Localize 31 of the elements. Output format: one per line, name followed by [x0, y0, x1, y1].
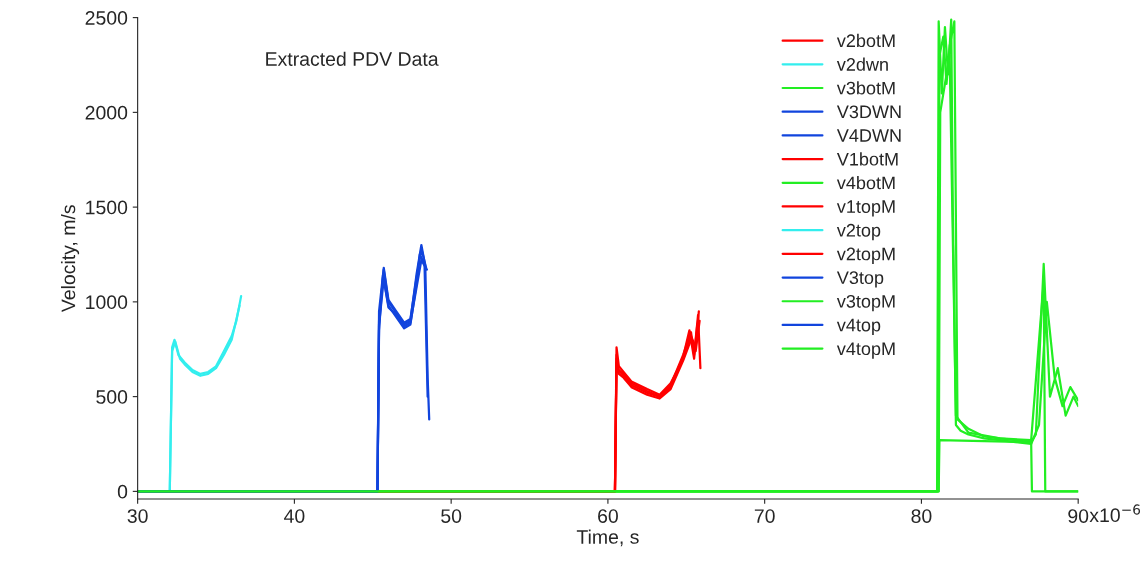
- x-tick-label: 90: [1068, 509, 1089, 523]
- legend-label: V3DWN: [836, 105, 901, 119]
- x-tick-label: 30: [127, 509, 148, 523]
- legend-label: V4DWN: [836, 129, 901, 142]
- y-tick-label: 1500: [86, 200, 128, 215]
- x-tick-label: 60: [598, 509, 618, 523]
- x-axis-title: Time, s: [576, 529, 639, 547]
- y-tick-label: 0: [117, 484, 128, 499]
- legend-label: v4top: [836, 318, 881, 335]
- x-tick-label: 70: [754, 509, 775, 523]
- legend-label: v2botM: [836, 33, 895, 48]
- y-tick-label: 2500: [85, 11, 128, 25]
- legend-label: v2topM: [836, 247, 895, 264]
- legend-label: V1botM: [836, 152, 898, 166]
- y-tick-label: 500: [96, 390, 128, 404]
- y-axis-title: Velocity, m/s: [60, 205, 80, 313]
- x-tick-label: 50: [441, 509, 462, 523]
- legend-label: v2top: [836, 223, 881, 241]
- legend-label: V3top: [836, 271, 884, 288]
- legend-label: v2dwn: [836, 57, 888, 71]
- text: x10$^{−6}$: [1089, 504, 1141, 523]
- annotation: Extracted PDV Data: [266, 51, 439, 66]
- legend-label: v4topM: [836, 342, 895, 359]
- legend-label: v3topM: [836, 294, 895, 312]
- legend-label: v4botM: [836, 176, 895, 190]
- x-tick-label: 80: [911, 509, 932, 523]
- y-tick-label: 2000: [85, 105, 128, 120]
- legend-label: v1topM: [836, 200, 895, 217]
- y-tick-label: 1000: [86, 295, 128, 310]
- legend-label: v3botM: [836, 81, 895, 95]
- x-tick-label: 40: [284, 509, 305, 523]
